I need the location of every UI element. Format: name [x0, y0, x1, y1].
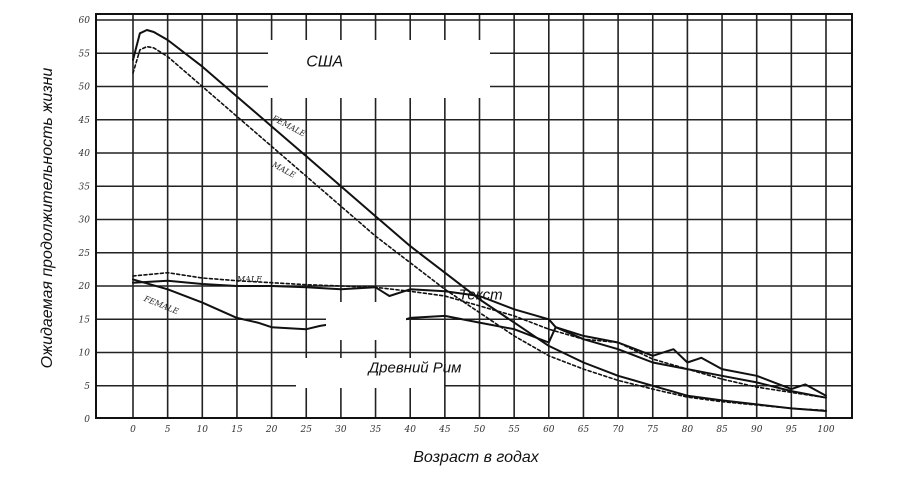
- y-tick-label: 5: [84, 382, 90, 392]
- y-tick-label: 50: [79, 83, 91, 93]
- series-name-label: MALE: [236, 275, 262, 284]
- y-tick-label: 30: [79, 216, 91, 226]
- x-tick-label: 60: [543, 425, 555, 435]
- x-tick-label: 35: [370, 425, 382, 435]
- y-tick-label: 45: [78, 116, 91, 126]
- x-tick-label: 15: [231, 425, 243, 435]
- x-tick-label: 85: [716, 425, 728, 435]
- x-tick-label: 25: [300, 425, 313, 435]
- x-tick-label: 70: [612, 425, 624, 435]
- rome-gap-mask: [326, 302, 406, 340]
- plot-frame: [95, 13, 853, 419]
- rome-label-mask: [296, 358, 444, 388]
- usa-label-mask: [268, 40, 490, 98]
- annotation-label: Текст: [459, 286, 503, 303]
- series-line-0: [132, 29, 827, 412]
- x-tick-label: 50: [474, 425, 486, 435]
- x-tick-label: 65: [578, 425, 590, 435]
- y-tick-label: 40: [78, 149, 91, 159]
- annotations: США Текст Древний Рим: [306, 54, 502, 377]
- x-tick-label: 95: [786, 425, 798, 435]
- x-tick-label: 90: [751, 425, 763, 435]
- y-tick-label: 15: [79, 315, 91, 325]
- x-tick-label: 55: [508, 425, 520, 435]
- y-tick-label: 25: [78, 249, 91, 259]
- annotation-label: США: [306, 54, 343, 71]
- series-line-1: [132, 45, 827, 412]
- x-tick-label: 20: [265, 425, 278, 435]
- y-tick-label: 35: [79, 182, 91, 192]
- x-tick-label: 40: [403, 425, 416, 435]
- y-tick-label: 0: [84, 415, 90, 425]
- tick-labels: 0 5 10 15 20 25 30 35 40 45 50 55 60 65 70 75 80 85 90 95 10…: [78, 16, 835, 435]
- x-tick-label: 100: [817, 425, 834, 435]
- x-tick-label: 45: [438, 425, 451, 435]
- x-tick-label: 0: [130, 425, 136, 435]
- annotation-label: Древний Рим: [367, 359, 462, 376]
- y-axis-label: Ожидаемая продолжительность жизни: [39, 68, 56, 369]
- x-axis-label: Возраст в годах: [413, 449, 540, 466]
- series-line-4: [132, 271, 827, 399]
- y-tick-label: 20: [78, 282, 91, 292]
- y-tick-label: 10: [79, 349, 91, 359]
- y-tick-label: 55: [79, 49, 91, 59]
- x-tick-label: 10: [197, 425, 209, 435]
- series-line-2: [132, 279, 827, 397]
- x-tick-label: 80: [682, 425, 694, 435]
- x-tick-label: 5: [165, 425, 171, 435]
- x-tick-label: 30: [335, 425, 347, 435]
- y-tick-label: 60: [79, 16, 91, 26]
- x-tick-label: 75: [647, 425, 659, 435]
- series: [132, 29, 827, 412]
